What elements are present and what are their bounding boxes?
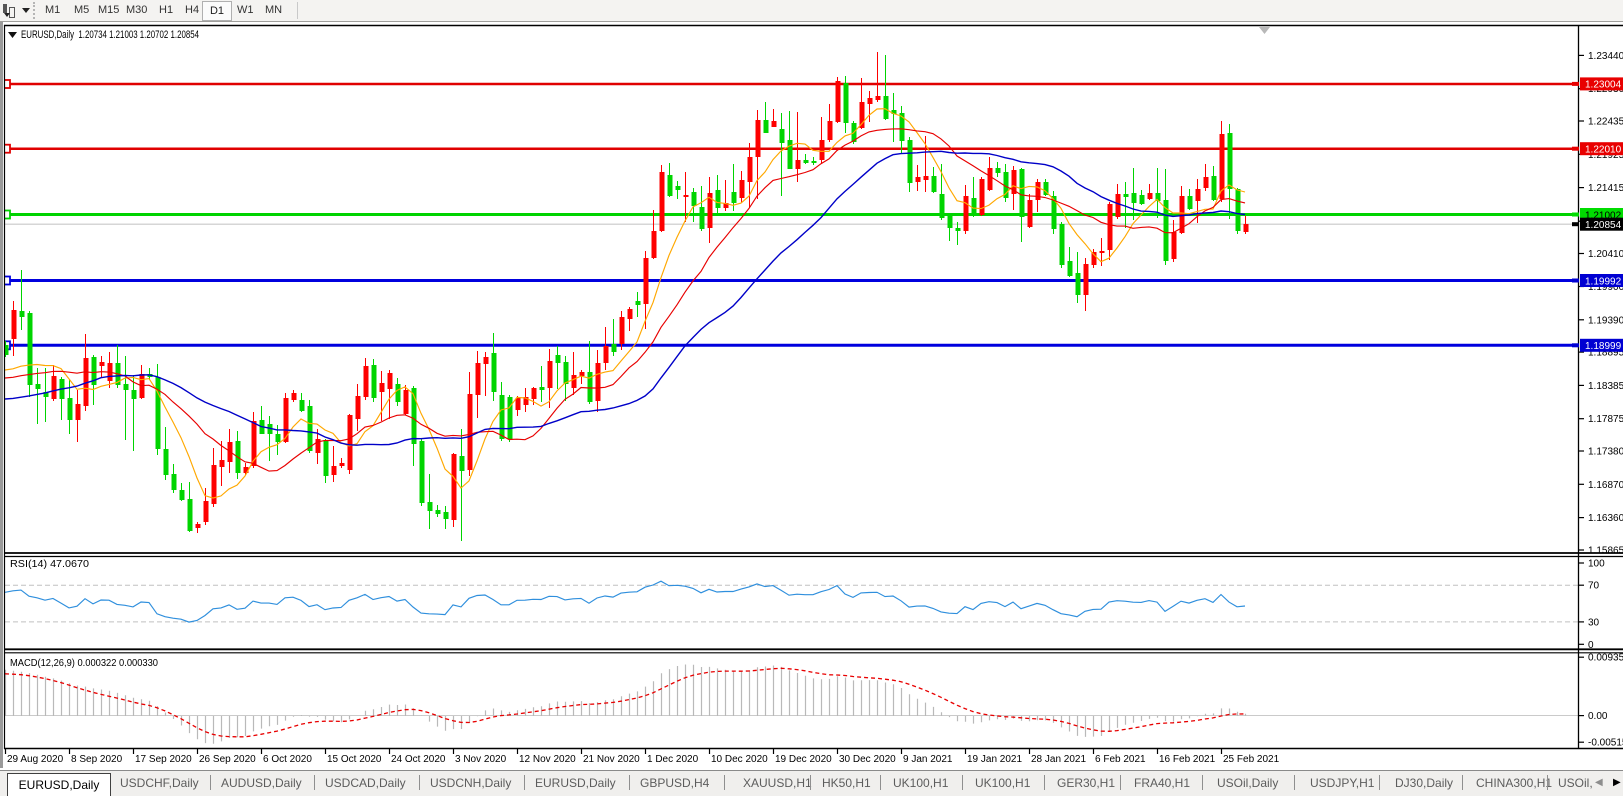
- svg-text:1.18999: 1.18999: [1585, 341, 1622, 352]
- svg-text:1.21925: 1.21925: [1588, 150, 1623, 161]
- svg-text:0: 0: [1588, 640, 1594, 651]
- svg-text:RSI(14) 47.0670: RSI(14) 47.0670: [10, 558, 89, 570]
- svg-text:EURUSD,Daily 1.20734 1.21003: EURUSD,Daily 1.20734 1.21003 1.20702 1.2…: [21, 29, 199, 41]
- svg-text:1.23440: 1.23440: [1588, 51, 1623, 62]
- svg-text:1.20854: 1.20854: [1585, 220, 1622, 231]
- svg-text:1.20410: 1.20410: [1588, 249, 1623, 260]
- svg-text:1.18895: 1.18895: [1588, 348, 1623, 359]
- svg-text:1.22010: 1.22010: [1585, 145, 1622, 156]
- svg-text:0.00: 0.00: [1588, 711, 1608, 722]
- svg-text:1.19900: 1.19900: [1588, 282, 1623, 293]
- svg-text:24 Oct 2020: 24 Oct 2020: [391, 754, 446, 765]
- svg-text:1.16870: 1.16870: [1588, 480, 1623, 491]
- svg-text:16 Feb 2021: 16 Feb 2021: [1159, 754, 1216, 765]
- svg-text:17 Sep 2020: 17 Sep 2020: [135, 754, 192, 765]
- svg-text:1.17380: 1.17380: [1588, 447, 1623, 458]
- svg-text:1.22435: 1.22435: [1588, 117, 1623, 128]
- svg-text:1.21002: 1.21002: [1585, 210, 1622, 221]
- svg-text:26 Sep 2020: 26 Sep 2020: [199, 754, 256, 765]
- svg-text:1.16360: 1.16360: [1588, 513, 1623, 524]
- svg-text:70: 70: [1588, 581, 1600, 592]
- svg-text:10 Dec 2020: 10 Dec 2020: [711, 754, 768, 765]
- svg-text:28 Jan 2021: 28 Jan 2021: [1031, 754, 1086, 765]
- svg-text:8 Sep 2020: 8 Sep 2020: [71, 754, 123, 765]
- svg-text:1.23004: 1.23004: [1585, 80, 1622, 91]
- svg-text:15 Oct 2020: 15 Oct 2020: [327, 754, 382, 765]
- svg-text:9 Jan 2021: 9 Jan 2021: [903, 754, 953, 765]
- svg-text:19 Dec 2020: 19 Dec 2020: [775, 754, 832, 765]
- svg-text:MACD(12,26,9) 0.000322 0.00033: MACD(12,26,9) 0.000322 0.000330: [10, 657, 158, 669]
- svg-text:-0.005156: -0.005156: [1588, 738, 1623, 749]
- svg-text:12 Nov 2020: 12 Nov 2020: [519, 754, 576, 765]
- svg-text:6 Oct 2020: 6 Oct 2020: [263, 754, 312, 765]
- svg-text:30: 30: [1588, 617, 1600, 628]
- svg-text:29 Aug 2020: 29 Aug 2020: [7, 754, 64, 765]
- svg-text:1 Dec 2020: 1 Dec 2020: [647, 754, 699, 765]
- svg-text:1.18385: 1.18385: [1588, 381, 1623, 392]
- svg-text:1.17875: 1.17875: [1588, 414, 1623, 425]
- svg-text:1.21415: 1.21415: [1588, 183, 1623, 194]
- svg-text:30 Dec 2020: 30 Dec 2020: [839, 754, 896, 765]
- svg-text:19 Jan 2021: 19 Jan 2021: [967, 754, 1022, 765]
- svg-text:1.15865: 1.15865: [1588, 546, 1623, 557]
- svg-text:100: 100: [1588, 559, 1605, 570]
- svg-text:1.19992: 1.19992: [1585, 276, 1622, 287]
- svg-text:3 Nov 2020: 3 Nov 2020: [455, 754, 507, 765]
- svg-text:21 Nov 2020: 21 Nov 2020: [583, 754, 640, 765]
- svg-text:25 Feb 2021: 25 Feb 2021: [1223, 754, 1280, 765]
- svg-text:6 Feb 2021: 6 Feb 2021: [1095, 754, 1146, 765]
- svg-text:0.009354: 0.009354: [1588, 653, 1623, 664]
- svg-text:1.19390: 1.19390: [1588, 315, 1623, 326]
